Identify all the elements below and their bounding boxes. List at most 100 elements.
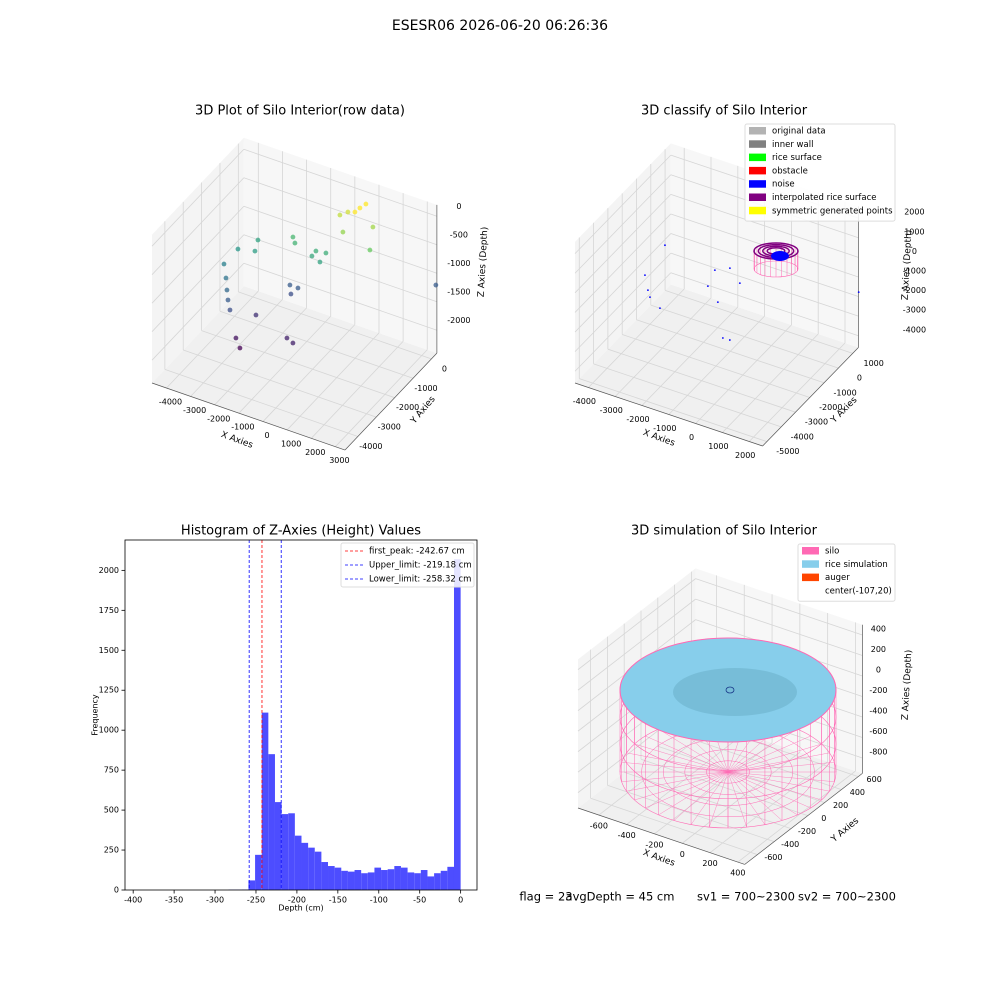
grid-line — [238, 315, 332, 414]
silo-wire — [621, 762, 729, 773]
tick-label: -3000 — [600, 406, 623, 415]
bar — [453, 559, 461, 890]
data-point — [352, 209, 358, 215]
pane — [243, 137, 437, 354]
data-point — [292, 240, 298, 246]
tick-label: -200 — [798, 827, 816, 836]
bar — [447, 866, 454, 890]
data-point — [255, 237, 261, 243]
data-point — [224, 287, 230, 293]
legend-label: rice surface — [772, 153, 822, 163]
tick-label: -2000 — [396, 403, 419, 412]
pane — [152, 137, 244, 383]
chart-title: Histogram of Z-Axies (Height) Values — [181, 524, 421, 539]
grid-line — [574, 252, 672, 352]
tick-label: -2000 — [903, 286, 926, 295]
grid-line — [614, 297, 712, 397]
tick-label: -3000 — [805, 418, 828, 427]
x-tick-label: -250 — [247, 896, 265, 905]
tick-label: -1000 — [903, 266, 926, 275]
tick-label: 3000 — [329, 456, 349, 465]
data-point — [357, 205, 363, 211]
data-point — [288, 291, 294, 297]
silo-wire — [673, 771, 729, 821]
legend-box — [744, 123, 896, 222]
bar — [261, 712, 269, 890]
silo-wire — [727, 743, 822, 773]
grid-line — [670, 272, 859, 337]
tick-label: 2000 — [735, 451, 755, 460]
grid-line — [577, 598, 696, 691]
grid-line — [243, 234, 438, 303]
grid-line — [695, 324, 792, 424]
noise-cluster — [771, 251, 789, 261]
grid-line — [574, 194, 672, 294]
bar — [414, 873, 421, 890]
data-point — [659, 307, 661, 309]
x-tick-label: -150 — [329, 896, 347, 905]
grid-line — [626, 733, 745, 825]
data-point — [237, 345, 243, 351]
x-axis-label: Depth (cm) — [278, 904, 323, 913]
tick-label: -400 — [869, 707, 887, 716]
grid-line — [262, 324, 356, 422]
y-tick-label: 1000 — [99, 726, 119, 735]
grid-line — [737, 770, 856, 863]
silo-wire — [727, 728, 798, 773]
grid-line — [151, 205, 245, 304]
tick-label: 400 — [730, 869, 745, 878]
tick-label: 0 — [264, 431, 269, 440]
tick-label: -2000 — [207, 414, 230, 423]
axis-label: Z Axies (Depth) — [901, 650, 915, 721]
grid-line — [151, 148, 245, 247]
grid-line — [335, 349, 428, 447]
grid-line — [641, 306, 739, 406]
bar — [400, 867, 408, 890]
grid-line — [664, 290, 853, 354]
bar — [328, 866, 335, 890]
bar — [314, 851, 322, 890]
data-point — [721, 337, 724, 339]
silo-wire — [645, 735, 729, 773]
legend-label: original data — [772, 127, 826, 137]
bar — [434, 873, 441, 890]
legend-label: silo — [825, 547, 839, 557]
data-point — [323, 250, 329, 256]
grid-line — [636, 319, 825, 384]
grid-line — [577, 578, 696, 670]
grid-line — [574, 233, 672, 333]
y-tick-label: 1250 — [99, 686, 119, 695]
tick-label: -3000 — [183, 406, 206, 415]
tick-label: -600 — [764, 853, 782, 862]
y-tick-label: 2000 — [99, 566, 119, 575]
legend-swatch — [749, 206, 766, 215]
legend-swatch — [749, 193, 766, 201]
grid-line — [624, 771, 792, 830]
grid-line — [243, 205, 438, 274]
bar — [440, 870, 448, 890]
bar — [394, 866, 401, 890]
data-point — [345, 209, 351, 215]
tick-label: 2000 — [904, 208, 924, 217]
grid-line — [190, 299, 283, 397]
grid-line — [590, 797, 758, 856]
tick-label: -200 — [645, 840, 663, 849]
grid-line — [650, 304, 839, 369]
tick-label: -4000 — [903, 325, 926, 334]
grid-line — [166, 290, 259, 389]
grid-line — [748, 342, 846, 442]
grid-line — [722, 333, 819, 433]
tick-label: -200 — [869, 686, 887, 695]
tick-label: 2000 — [305, 448, 325, 457]
silo-wire — [727, 752, 830, 773]
grid-line — [574, 213, 672, 313]
footer-text: sv2 = 700~2300 — [798, 890, 896, 904]
legend-label: Upper_limit: -219.18 cm — [369, 561, 472, 571]
data-point — [221, 261, 227, 267]
data-point — [738, 282, 741, 285]
legend-label: Lower_limit: -258.32 cm — [369, 575, 471, 585]
silo-wire — [634, 771, 729, 801]
silo-wire — [634, 743, 729, 773]
bar — [288, 813, 295, 890]
silo-wire — [626, 771, 729, 792]
